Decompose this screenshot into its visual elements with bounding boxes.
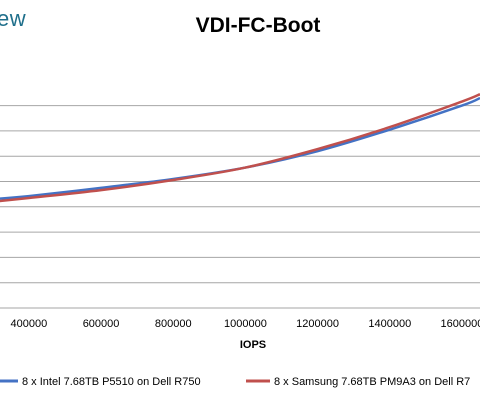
gridlines bbox=[0, 105, 480, 284]
brand-logo-text: ew bbox=[0, 6, 27, 31]
series-lines bbox=[0, 93, 480, 203]
x-tick-label: 1400000 bbox=[368, 318, 411, 330]
x-tick-label: 400000 bbox=[11, 318, 48, 330]
series-line-1 bbox=[0, 96, 480, 200]
x-tick-label: 600000 bbox=[83, 318, 120, 330]
x-tick-label: 800000 bbox=[155, 318, 192, 330]
legend-label-1: 8 x Intel 7.68TB P5510 on Dell R750 bbox=[22, 376, 201, 388]
chart-title: VDI-FC-Boot bbox=[196, 14, 321, 37]
series-line-2 bbox=[0, 93, 480, 203]
x-tick-label: 1000000 bbox=[224, 318, 267, 330]
x-tick-label: 1200000 bbox=[296, 318, 339, 330]
legend-label-2: 8 x Samsung 7.68TB PM9A3 on Dell R7 bbox=[274, 376, 470, 388]
x-axis-title: IOPS bbox=[240, 339, 266, 351]
legend: 8 x Intel 7.68TB P5510 on Dell R750 8 x S… bbox=[0, 376, 470, 388]
x-tick-label: 1600000 bbox=[441, 318, 480, 330]
x-tick-labels: 400000 600000 800000 1000000 1200000 1400000 1… bbox=[11, 318, 480, 330]
